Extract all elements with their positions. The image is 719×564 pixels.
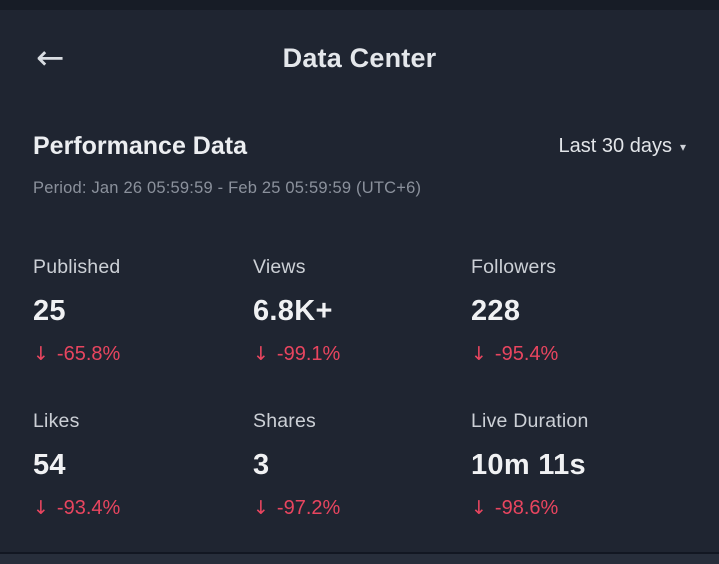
stat-delta: ↓ -93.4%: [33, 497, 253, 520]
date-range-label: Last 30 days: [558, 135, 672, 157]
stat-label: Followers: [471, 256, 557, 278]
stat-delta: ↓ -97.2%: [253, 497, 471, 520]
performance-section: Performance Data Last 30 days ▾ Period: …: [0, 132, 719, 520]
stat-delta-value: -95.4%: [494, 343, 559, 365]
stat-label: Likes: [33, 410, 80, 432]
date-range-selector[interactable]: Last 30 days ▾: [559, 135, 686, 158]
stat-value: 228: [471, 295, 521, 327]
performance-header-row: Performance Data Last 30 days ▾: [33, 132, 686, 161]
stat-value: 54: [33, 449, 66, 481]
page-title: Data Center: [282, 42, 437, 73]
stat-card-views: Views 6.8K+ ↓ -99.1%: [253, 256, 471, 366]
trend-down-icon: ↓: [471, 343, 487, 365]
trend-down-icon: ↓: [253, 497, 269, 519]
stat-label: Views: [253, 256, 306, 278]
next-section-edge: [0, 554, 719, 564]
stat-label: Live Duration: [471, 410, 589, 432]
stat-label: Published: [33, 256, 121, 278]
stat-value: 10m 11s: [471, 449, 586, 481]
bottom-divider: [0, 552, 719, 554]
trend-down-icon: ↓: [33, 343, 49, 365]
trend-down-icon: ↓: [471, 497, 487, 519]
stat-delta-value: -93.4%: [56, 497, 121, 519]
stat-card-live-duration: Live Duration 10m 11s ↓ -98.6%: [471, 410, 686, 520]
stats-grid: Published 25 ↓ -65.8% Views 6.8K+ ↓ -99.…: [33, 256, 686, 520]
stat-delta-value: -65.8%: [56, 343, 121, 365]
stat-card-shares: Shares 3 ↓ -97.2%: [253, 410, 471, 520]
trend-down-icon: ↓: [253, 343, 269, 365]
trend-down-icon: ↓: [33, 497, 49, 519]
stat-card-likes: Likes 54 ↓ -93.4%: [33, 410, 253, 520]
period-text: Period: Jan 26 05:59:59 - Feb 25 05:59:5…: [33, 179, 422, 197]
stat-label: Shares: [253, 410, 316, 432]
stat-delta-value: -98.6%: [494, 497, 559, 519]
stat-delta: ↓ -95.4%: [471, 343, 686, 366]
stat-delta: ↓ -99.1%: [253, 343, 471, 366]
stat-delta-value: -99.1%: [276, 343, 341, 365]
status-bar-strip: [0, 0, 719, 10]
stat-card-published: Published 25 ↓ -65.8%: [33, 256, 253, 366]
section-title: Performance Data: [33, 132, 247, 160]
stat-card-followers: Followers 228 ↓ -95.4%: [471, 256, 686, 366]
back-button[interactable]: ←: [30, 39, 71, 77]
caret-down-icon: ▾: [679, 139, 686, 154]
stat-delta: ↓ -98.6%: [471, 497, 686, 520]
app-header: ← Data Center: [0, 10, 719, 106]
stat-value: 3: [253, 449, 270, 481]
stat-value: 25: [33, 295, 66, 327]
back-arrow-icon: ←: [36, 38, 65, 78]
stat-delta: ↓ -65.8%: [33, 343, 253, 366]
stat-delta-value: -97.2%: [276, 497, 341, 519]
stat-value: 6.8K+: [253, 295, 333, 327]
